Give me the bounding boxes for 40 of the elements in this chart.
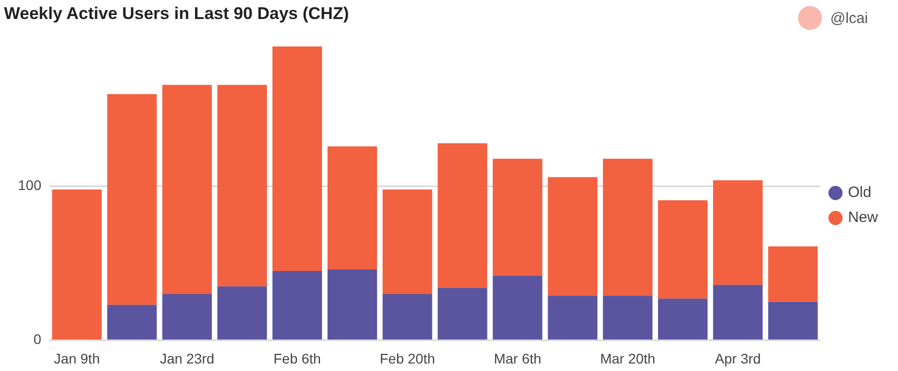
bar <box>492 158 542 276</box>
x-tick-label: Mar 6th <box>494 350 542 366</box>
bar <box>548 177 598 296</box>
x-tick-label: Jan 23rd <box>160 350 214 366</box>
chart-title: Weekly Active Users in Last 90 Days (CHZ) <box>4 4 349 24</box>
bar <box>272 46 322 271</box>
bar <box>438 288 488 340</box>
bar <box>548 296 598 340</box>
bar <box>602 158 652 296</box>
bar <box>492 276 542 340</box>
bar <box>162 294 212 340</box>
y-tick-label: 100 <box>18 177 42 194</box>
x-tick-label: Mar 20th <box>600 350 656 366</box>
x-tick-label: Apr 3rd <box>714 350 761 366</box>
bar <box>658 298 708 340</box>
bar <box>658 200 708 299</box>
x-tick-label: Feb 20th <box>380 350 436 366</box>
bar <box>107 304 157 340</box>
legend-label: Old <box>848 184 872 202</box>
text: @lcai <box>830 10 868 26</box>
x-tick-label: Jan 9th <box>54 350 100 366</box>
x-tick-label: Feb 6th <box>273 350 321 366</box>
bar <box>713 284 763 340</box>
bar <box>768 246 818 302</box>
bar <box>52 189 102 340</box>
bar <box>768 302 818 340</box>
bar <box>382 189 432 294</box>
bar <box>162 84 212 294</box>
bar <box>107 94 157 305</box>
bar <box>217 286 267 340</box>
bar <box>272 270 322 340</box>
bar <box>328 269 378 340</box>
bar <box>602 296 652 340</box>
bar <box>713 180 763 285</box>
bar <box>217 84 267 286</box>
bar <box>438 143 488 288</box>
bar <box>382 294 432 340</box>
legend-label: New <box>848 209 878 226</box>
y-tick-label: 0 <box>34 331 42 348</box>
bar <box>328 146 378 270</box>
